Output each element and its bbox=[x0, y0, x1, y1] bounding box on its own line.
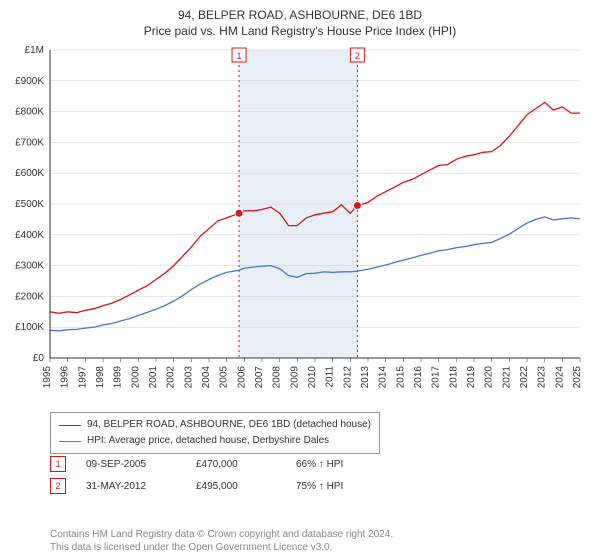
event-pct: 75% ↑ HPI bbox=[296, 481, 376, 492]
event-marker-number: 1 bbox=[55, 459, 60, 469]
x-tick-label: 2004 bbox=[201, 366, 212, 389]
event-line-marker-label: 1 bbox=[237, 51, 242, 61]
chart-svg: £0 £100K £200K £300K £400K £500K £600K £700K £80… bbox=[0, 44, 600, 404]
y-tick-label: £1M bbox=[25, 45, 44, 56]
x-tick-label: 2006 bbox=[236, 366, 247, 389]
y-tick-label: £400K bbox=[15, 230, 44, 241]
event-line-marker-label: 2 bbox=[355, 51, 360, 61]
chart-area: £0 £100K £200K £300K £400K £500K £600K £700K £80… bbox=[0, 44, 600, 404]
footer-line-2: This data is licensed under the Open Gov… bbox=[50, 541, 393, 554]
events-block: 1 09-SEP-2005 £470,000 66% ↑ HPI 2 31-MA… bbox=[50, 456, 376, 500]
x-tick-label: 2010 bbox=[307, 366, 318, 389]
legend-swatch bbox=[59, 441, 81, 442]
legend-box: 94, BELPER ROAD, ASHBOURNE, DE6 1BD (det… bbox=[50, 412, 380, 454]
title-line-1: 94, BELPER ROAD, ASHBOURNE, DE6 1BD bbox=[0, 8, 600, 22]
x-tick-label: 2014 bbox=[378, 366, 389, 389]
x-tick-label: 2018 bbox=[448, 366, 459, 389]
event-marker-icon: 2 bbox=[50, 478, 66, 494]
x-tick-label: 2019 bbox=[466, 366, 477, 389]
legend-label: HPI: Average price, detached house, Derb… bbox=[87, 433, 329, 449]
x-tick-label: 2005 bbox=[219, 366, 230, 389]
event-date: 09-SEP-2005 bbox=[86, 459, 196, 470]
event-marker-number: 2 bbox=[55, 481, 60, 491]
x-tick-label: 1999 bbox=[113, 366, 124, 389]
event-point bbox=[353, 202, 361, 210]
y-tick-label: £900K bbox=[15, 76, 44, 87]
event-point bbox=[235, 209, 243, 217]
figure-container: 94, BELPER ROAD, ASHBOURNE, DE6 1BD Pric… bbox=[0, 0, 600, 560]
x-tick-label: 2008 bbox=[272, 366, 283, 389]
x-tick-label: 2003 bbox=[183, 366, 194, 389]
event-row: 2 31-MAY-2012 £495,000 75% ↑ HPI bbox=[50, 478, 376, 494]
y-tick-label: £700K bbox=[15, 137, 44, 148]
x-tick-label: 2020 bbox=[484, 366, 495, 389]
x-tick-label: 2021 bbox=[501, 366, 512, 389]
x-tick-label: 2023 bbox=[537, 366, 548, 389]
title-block: 94, BELPER ROAD, ASHBOURNE, DE6 1BD Pric… bbox=[0, 0, 600, 38]
x-tick-label: 2024 bbox=[554, 366, 565, 389]
x-tick-label: 1998 bbox=[95, 366, 106, 389]
x-tick-label: 1996 bbox=[60, 366, 71, 389]
x-tick-label: 2015 bbox=[395, 366, 406, 389]
legend-item: 94, BELPER ROAD, ASHBOURNE, DE6 1BD (det… bbox=[59, 417, 371, 433]
y-tick-label: £100K bbox=[15, 322, 44, 333]
event-price: £470,000 bbox=[196, 459, 296, 470]
x-tick-label: 2001 bbox=[148, 366, 159, 389]
x-tick-label: 2002 bbox=[166, 366, 177, 389]
x-tick-label: 2009 bbox=[289, 366, 300, 389]
event-pct: 66% ↑ HPI bbox=[296, 459, 376, 470]
x-tick-label: 1995 bbox=[42, 366, 53, 389]
x-tick-label: 2000 bbox=[130, 366, 141, 389]
y-tick-label: £600K bbox=[15, 168, 44, 179]
x-tick-label: 2011 bbox=[325, 366, 336, 388]
x-tick-label: 2016 bbox=[413, 366, 424, 389]
legend-label: 94, BELPER ROAD, ASHBOURNE, DE6 1BD (det… bbox=[87, 417, 371, 433]
event-marker-icon: 1 bbox=[50, 456, 66, 472]
legend-item: HPI: Average price, detached house, Derb… bbox=[59, 433, 371, 449]
x-tick-label: 1997 bbox=[77, 366, 88, 389]
title-line-2: Price paid vs. HM Land Registry's House … bbox=[0, 24, 600, 38]
x-tick-label: 2022 bbox=[519, 366, 530, 389]
event-price: £495,000 bbox=[196, 481, 296, 492]
legend-swatch bbox=[59, 425, 81, 426]
footer-note: Contains HM Land Registry data © Crown c… bbox=[50, 528, 393, 554]
x-tick-label: 2012 bbox=[342, 366, 353, 389]
y-tick-label: £500K bbox=[15, 199, 44, 210]
y-tick-label: £200K bbox=[15, 291, 44, 302]
x-tick-label: 2017 bbox=[431, 366, 442, 389]
x-tick-label: 2007 bbox=[254, 366, 265, 389]
x-tick-label: 2013 bbox=[360, 366, 371, 389]
y-tick-label: £800K bbox=[15, 107, 44, 118]
y-tick-label: £0 bbox=[33, 353, 45, 364]
event-row: 1 09-SEP-2005 £470,000 66% ↑ HPI bbox=[50, 456, 376, 472]
event-date: 31-MAY-2012 bbox=[86, 481, 196, 492]
x-tick-label: 2025 bbox=[572, 366, 583, 389]
footer-line-1: Contains HM Land Registry data © Crown c… bbox=[50, 528, 393, 541]
y-tick-label: £300K bbox=[15, 261, 44, 272]
